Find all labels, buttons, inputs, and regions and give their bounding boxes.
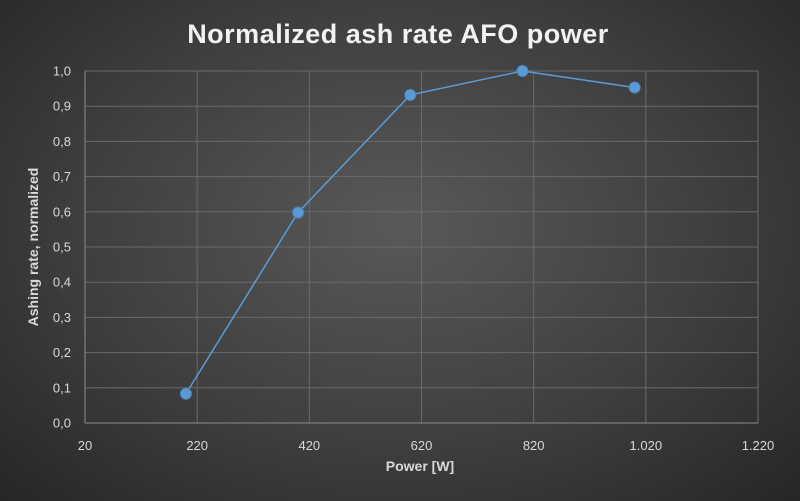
y-tick-label: 0,9 [53, 99, 71, 114]
data-point [292, 206, 305, 219]
axes [84, 71, 758, 424]
x-tick-label: 420 [298, 438, 320, 453]
tick-labels: 0,0 0,1 0,2 0,3 0,4 0,5 0,6 0,7 0,8 0,9 1,0 20 220 42… [53, 64, 774, 454]
chart-title: Normalized ash rate AFO power [187, 19, 609, 49]
y-tick-label: 0,3 [53, 310, 71, 325]
y-tick-label: 0,2 [53, 345, 71, 360]
y-tick-label: 0,0 [53, 416, 71, 431]
data-point [179, 387, 192, 400]
x-tick-label: 20 [78, 438, 92, 453]
series-line [185, 70, 635, 395]
y-tick-label: 0,1 [53, 380, 71, 395]
y-tick-label: 0,8 [53, 134, 71, 149]
x-tick-label: 820 [523, 438, 545, 453]
data-point [628, 81, 641, 94]
y-axis-label: Ashing rate, normalized [25, 168, 41, 327]
y-tick-label: 0,5 [53, 240, 71, 255]
grid [85, 70, 759, 423]
x-tick-label: 1.020 [630, 438, 663, 453]
x-axis-label: Power [W] [386, 458, 454, 474]
data-point [404, 88, 417, 101]
series-layer [179, 65, 641, 400]
x-tick-label: 220 [186, 438, 208, 453]
y-tick-label: 0,6 [53, 204, 71, 219]
y-tick-label: 0,7 [53, 169, 71, 184]
y-tick-label: 1,0 [53, 64, 71, 79]
y-tick-label: 0,4 [53, 275, 71, 290]
x-tick-label: 1.220 [742, 438, 775, 453]
x-tick-label: 620 [411, 438, 433, 453]
data-point [516, 65, 529, 77]
